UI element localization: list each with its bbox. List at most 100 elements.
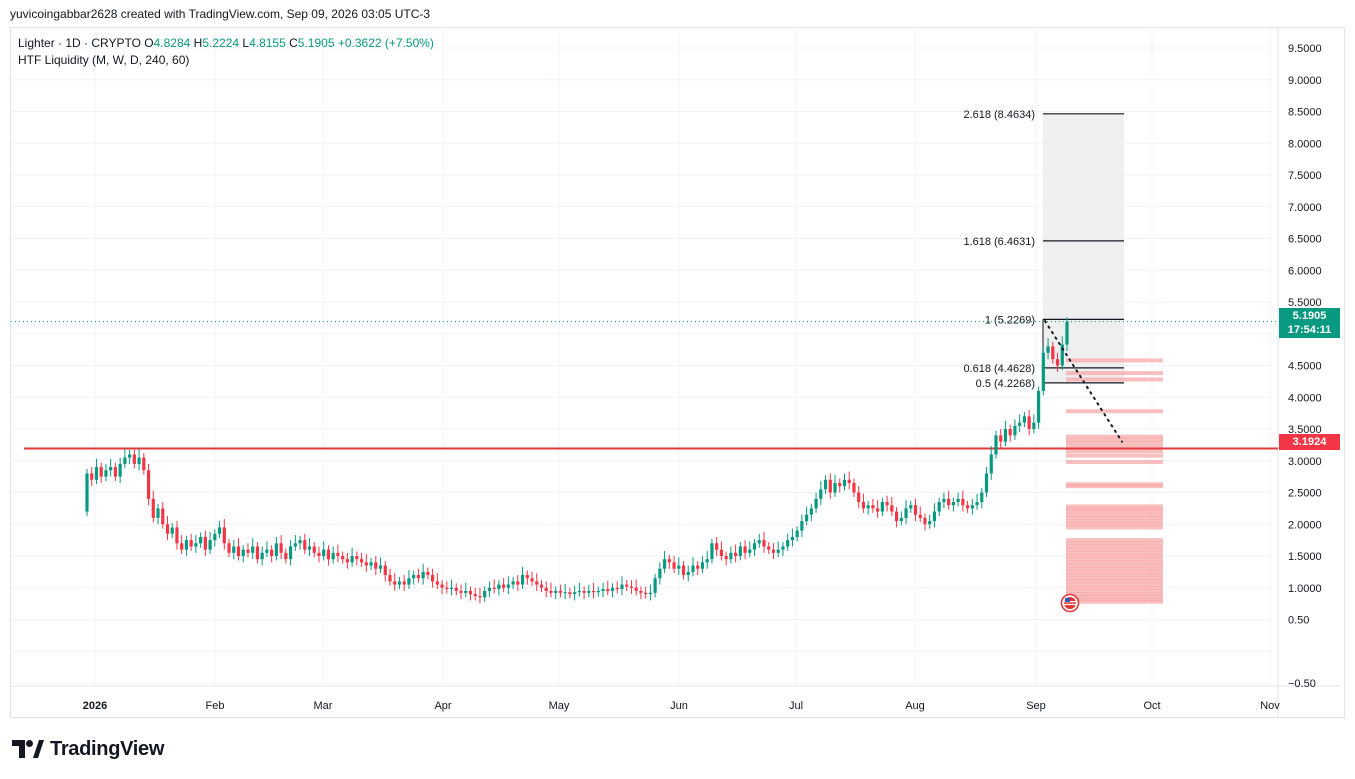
- candle-body: [752, 543, 757, 550]
- fib-level-label: 0.618 (4.4628): [963, 363, 1035, 375]
- candle-body: [781, 546, 785, 550]
- us-flag-icon[interactable]: [1057, 593, 1083, 613]
- liquidity-level-bar: [1066, 557, 1163, 562]
- indicator-label[interactable]: HTF Liquidity (M, W, D, 240, 60): [18, 53, 190, 67]
- candle-body: [227, 543, 231, 553]
- time-tick-label: Mar: [314, 700, 333, 712]
- candle-body: [525, 575, 529, 579]
- candle-body: [662, 559, 667, 569]
- liquidity-level-bar: [1066, 512, 1163, 517]
- candle-body: [994, 435, 998, 455]
- candle-body: [118, 463, 122, 477]
- candle-body: [805, 514, 809, 522]
- candle-body: [421, 571, 425, 579]
- candle-body: [629, 586, 634, 588]
- candle-body: [615, 587, 619, 590]
- candle-body: [984, 473, 989, 493]
- candle-body: [232, 546, 236, 553]
- liquidity-level-bar: [1066, 576, 1163, 581]
- time-tick-label: Jul: [789, 700, 803, 712]
- candle-body: [142, 457, 146, 471]
- candle-body: [658, 568, 662, 579]
- candle-body: [246, 549, 250, 553]
- candle-body: [894, 511, 899, 522]
- candle-body: [440, 584, 444, 588]
- tradingview-logo[interactable]: TradingView: [12, 738, 164, 760]
- liquidity-level-bar: [1066, 592, 1163, 597]
- candle-body: [814, 498, 818, 509]
- candle-body: [852, 482, 856, 493]
- candle-body: [1032, 422, 1036, 429]
- candle-body: [1008, 429, 1012, 436]
- liquidity-level-bar: [1066, 560, 1163, 565]
- candle-body: [388, 575, 392, 582]
- price-tick-label: 8.0000: [1288, 138, 1322, 150]
- candle-body: [956, 498, 960, 503]
- candle-body: [743, 546, 747, 553]
- candle-body: [535, 581, 539, 585]
- candle-body: [800, 521, 804, 531]
- candle-body: [876, 508, 880, 512]
- candle-body: [511, 581, 515, 585]
- candle-body: [161, 508, 165, 525]
- liquidity-level-bar: [1066, 509, 1163, 514]
- candle-body: [568, 592, 572, 595]
- close-value: 5.1905: [297, 36, 335, 50]
- candle-body: [795, 530, 799, 537]
- candle-body: [937, 502, 941, 512]
- candle-body: [497, 584, 501, 590]
- candle-body: [715, 543, 719, 550]
- candle-body: [132, 454, 136, 464]
- candle-body: [104, 470, 108, 477]
- candle-body: [1041, 352, 1045, 391]
- candle-body: [942, 498, 946, 503]
- candle-body: [762, 540, 766, 547]
- projection-path[interactable]: [1044, 320, 1123, 443]
- candle-body: [397, 581, 402, 585]
- liquidity-level-bar: [1066, 599, 1163, 604]
- candle-body: [601, 589, 605, 591]
- candle-body: [885, 502, 889, 506]
- candle-body: [786, 540, 790, 547]
- candle-body: [961, 498, 965, 506]
- time-tick-label: Jun: [670, 700, 688, 712]
- candle-body: [729, 552, 733, 560]
- candle-body: [435, 581, 439, 585]
- candle-body: [355, 556, 359, 560]
- candle-body: [123, 457, 127, 464]
- candle-body: [1018, 422, 1022, 426]
- liquidity-level-bar: [1066, 594, 1163, 599]
- low-label: L: [242, 36, 250, 50]
- time-tick-label: May: [549, 700, 570, 712]
- candle-body: [265, 549, 269, 553]
- candle-body: [880, 502, 884, 512]
- chart-legend[interactable]: Lighter · 1D · CRYPTO O4.8284 H5.2224 L4…: [18, 35, 434, 69]
- chart-frame[interactable]: [10, 27, 1345, 718]
- candle-body: [217, 527, 222, 534]
- candle-body: [899, 517, 903, 522]
- candle-body: [213, 533, 217, 541]
- price-tick-label: 4.5000: [1288, 361, 1322, 373]
- level-price-tag: 3.1924: [1279, 434, 1340, 450]
- candle-body: [790, 536, 795, 541]
- liquidity-level-bar: [1066, 522, 1163, 527]
- candle-body: [468, 590, 473, 595]
- candle-body: [454, 587, 458, 591]
- candle-body: [828, 479, 832, 493]
- candle-body: [270, 549, 274, 556]
- candle-body: [255, 546, 260, 560]
- candle-body: [970, 505, 974, 509]
- candle-body: [426, 571, 430, 576]
- candle-body: [393, 581, 397, 585]
- fib-extension-zone[interactable]: [1043, 113, 1124, 383]
- candle-body: [449, 587, 454, 590]
- candle-body: [577, 590, 581, 593]
- candle-body: [288, 546, 293, 560]
- liquidity-level-bar: [1066, 585, 1163, 590]
- candle-body: [94, 467, 99, 480]
- candle-body: [639, 590, 643, 593]
- candle-body: [686, 571, 690, 576]
- high-label: H: [193, 36, 203, 50]
- price-tick-label: 3.5000: [1288, 424, 1322, 436]
